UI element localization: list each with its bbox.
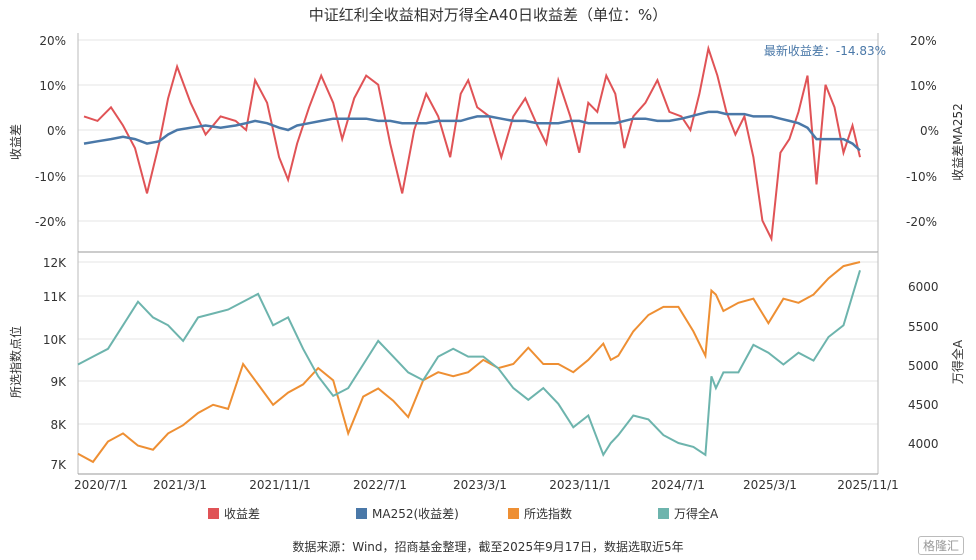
bottom-ytick-right-2: 5000 [908, 359, 939, 373]
legend-label-spread: 收益差 [224, 507, 260, 521]
top-ytick-left-3: -10% [35, 170, 66, 184]
legend-label-ma252: MA252(收益差) [372, 507, 459, 521]
bottom-panel: 12K 11K 10K 9K 8K 7K 6000 5500 5000 4500… [8, 252, 965, 475]
legend-label-wind-a: 万得全A [674, 506, 719, 521]
legend: 收益差 MA252(收益差) 所选指数 万得全A [208, 506, 719, 521]
legend-swatch-wind-a [658, 508, 669, 519]
series-line-index [77, 261, 861, 464]
bottom-ytick-left-5: 7K [50, 458, 67, 472]
bottom-ytick-left-2: 10K [43, 333, 67, 347]
x-ticks: 2020/7/1 2021/3/1 2021/11/1 2022/7/1 202… [74, 478, 899, 492]
legend-swatch-spread [208, 508, 219, 519]
legend-swatch-index [508, 508, 519, 519]
top-ylabel-right: 收益差MA252 [951, 103, 965, 180]
latest-spread-annotation: 最新收益差：-14.83% [764, 43, 886, 58]
series-line-ma252 [83, 110, 861, 152]
xtick-7: 2025/3/1 [743, 478, 797, 492]
top-ytick-left-1: 10% [39, 79, 66, 93]
xtick-8: 2025/11/1 [837, 478, 899, 492]
top-ytick-right-1: 10% [910, 79, 937, 93]
top-ytick-right-2: 0% [920, 124, 939, 138]
xtick-1: 2021/3/1 [153, 478, 207, 492]
top-ytick-right-4: -20% [906, 215, 937, 229]
xtick-5: 2023/11/1 [549, 478, 611, 492]
legend-swatch-ma252 [356, 508, 367, 519]
xtick-6: 2024/7/1 [651, 478, 705, 492]
bottom-ytick-right-3: 4500 [908, 398, 939, 412]
xtick-2: 2021/11/1 [249, 478, 311, 492]
bottom-ytick-left-0: 12K [43, 256, 67, 270]
top-ytick-left-2: 0% [47, 124, 66, 138]
watermark-logo: 格隆汇 [917, 536, 964, 555]
bottom-ytick-right-4: 4000 [908, 437, 939, 451]
xtick-3: 2022/7/1 [353, 478, 407, 492]
chart-title: 中证红利全收益相对万得全A40日收益差（单位：%） [309, 6, 668, 24]
source-note: 数据来源：Wind，招商基金整理，截至2025年9月17日，数据选取近5年 [292, 540, 684, 554]
bottom-ytick-right-0: 6000 [908, 280, 939, 294]
top-ylabel-left: 收益差 [9, 124, 23, 160]
bottom-ylabel-left: 所选指数点位 [8, 326, 23, 398]
top-ytick-right-3: -10% [906, 170, 937, 184]
bottom-ytick-left-3: 9K [50, 375, 67, 389]
bottom-ylabel-right: 万得全A [950, 339, 965, 384]
bottom-ytick-right-1: 5500 [908, 320, 939, 334]
top-panel: 20% 10% 0% -10% -20% 20% 10% 0% -10% -20… [9, 33, 965, 253]
xtick-4: 2023/3/1 [453, 478, 507, 492]
legend-label-index: 所选指数 [524, 506, 572, 521]
bottom-ytick-left-1: 11K [43, 290, 67, 304]
top-ytick-left-0: 20% [39, 34, 66, 48]
bottom-ytick-left-4: 8K [50, 418, 67, 432]
top-ytick-right-0: 20% [910, 34, 937, 48]
series-line-spread [83, 44, 861, 243]
series-line-wind-a [77, 270, 861, 458]
xtick-0: 2020/7/1 [74, 478, 128, 492]
top-ytick-left-4: -20% [35, 215, 66, 229]
